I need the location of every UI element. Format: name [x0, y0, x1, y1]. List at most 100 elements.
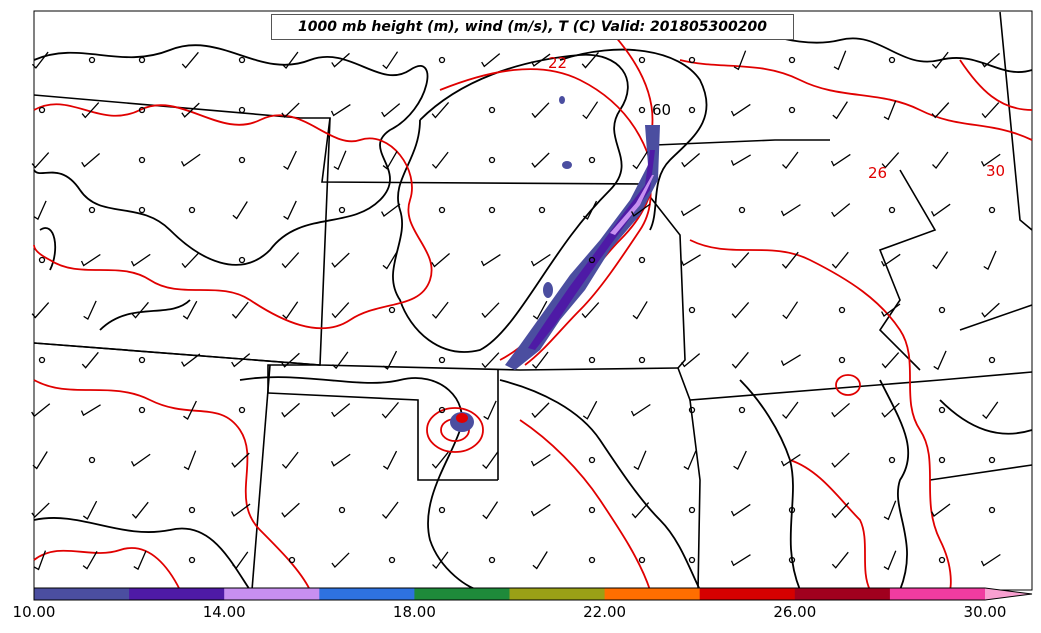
wind-barb: [281, 502, 300, 518]
wind-barb: [183, 450, 197, 471]
wind-barb: [383, 450, 398, 470]
wind-barb: [131, 501, 149, 519]
wind-barb: [930, 203, 951, 217]
calm-wind-circle: [688, 506, 696, 514]
wind-barb: [431, 252, 451, 268]
wind-barb: [680, 254, 701, 267]
calm-wind-circle: [788, 506, 796, 514]
wind-barb: [130, 253, 151, 267]
wind-barb: [382, 151, 398, 170]
contour-label-30: 30: [986, 162, 1005, 180]
wind-barb: [981, 302, 1000, 318]
calm-wind-circle: [138, 206, 146, 214]
wind-barb: [781, 251, 799, 269]
wind-barb: [81, 351, 99, 369]
wind-barb: [731, 252, 750, 269]
wind-barb: [530, 453, 551, 467]
calm-wind-circle: [738, 206, 746, 214]
colorbar-segment: [889, 588, 986, 600]
calm-wind-circle: [638, 106, 646, 114]
colorbar-tick-label: 10.00: [12, 603, 56, 621]
calm-wind-circle: [588, 556, 596, 564]
wind-barb: [531, 102, 550, 119]
wind-barb: [332, 351, 349, 370]
calm-wind-circle: [588, 506, 596, 514]
wind-barb: [883, 500, 897, 521]
wind-barb: [331, 302, 350, 319]
wind-barb: [582, 400, 598, 420]
calm-wind-circle: [38, 356, 46, 364]
wind-barb: [733, 450, 747, 470]
calm-wind-circle: [238, 56, 246, 64]
wind-barb: [831, 551, 849, 569]
wind-barb: [730, 554, 751, 567]
wind-barb: [281, 451, 299, 469]
calm-wind-circle: [638, 256, 646, 264]
colorbar: [33, 587, 1033, 601]
wind-barb: [381, 203, 401, 217]
wind-barb: [231, 503, 251, 517]
wind-barb: [31, 302, 50, 319]
wind-barb: [181, 353, 201, 368]
calm-wind-circle: [988, 356, 996, 364]
calm-wind-circle: [238, 406, 246, 414]
height-contours: [33, 19, 1033, 591]
calm-wind-circle: [138, 106, 146, 114]
wind-barb: [383, 350, 398, 370]
wind-barb: [181, 51, 199, 69]
wind-barb: [431, 102, 450, 119]
calm-wind-circle: [488, 556, 496, 564]
wind-barb: [532, 551, 548, 570]
calm-wind-circle: [188, 206, 196, 214]
wind-barb: [981, 102, 1000, 119]
wind-barb: [431, 451, 449, 469]
calm-wind-circle: [838, 306, 846, 314]
wind-barb: [331, 52, 350, 68]
calm-wind-circle: [38, 256, 46, 264]
calm-wind-circle: [588, 156, 596, 164]
wind-barb: [31, 502, 50, 518]
wind-barb: [281, 102, 300, 118]
calm-wind-circle: [438, 206, 446, 214]
wind-barb: [532, 300, 548, 320]
wind-barb: [33, 550, 47, 571]
calm-wind-circle: [138, 56, 146, 64]
wind-barb: [831, 203, 851, 218]
wind-barb: [181, 252, 200, 269]
colorbar-segment: [794, 588, 891, 600]
wind-barb: [733, 50, 747, 71]
wind-barb: [530, 503, 551, 517]
calm-wind-circle: [338, 206, 346, 214]
wind-barb: [983, 250, 997, 271]
calm-wind-circle: [538, 206, 546, 214]
wind-barb: [281, 352, 300, 368]
colorbar-tick-label: 26.00: [773, 603, 817, 621]
wind-barb: [931, 102, 950, 119]
calm-wind-circle: [88, 456, 96, 464]
calm-wind-circle: [188, 506, 196, 514]
wind-barb: [481, 302, 500, 319]
wind-barb: [780, 354, 801, 367]
wind-barb: [282, 51, 299, 70]
wind-barb: [782, 401, 799, 420]
wind-barb: [231, 452, 250, 468]
wind-barb: [583, 200, 598, 220]
calm-wind-circle: [138, 406, 146, 414]
wind-barb: [782, 301, 799, 320]
calm-wind-circle: [488, 156, 496, 164]
wind-barb: [382, 251, 398, 270]
wind-barb: [531, 402, 550, 419]
calm-wind-circle: [188, 556, 196, 564]
wind-barb: [480, 253, 501, 267]
wind-barb: [831, 452, 850, 468]
calm-wind-circle: [88, 56, 96, 64]
wind-barb: [183, 400, 197, 420]
calm-wind-circle: [938, 556, 946, 564]
colorbar-segment: [224, 588, 320, 600]
colorbar-tick-label: 18.00: [392, 603, 436, 621]
colorbar-outline: [33, 587, 1033, 601]
wind-barb: [933, 350, 947, 371]
wind-barb: [831, 251, 849, 269]
wind-barb: [33, 200, 47, 221]
